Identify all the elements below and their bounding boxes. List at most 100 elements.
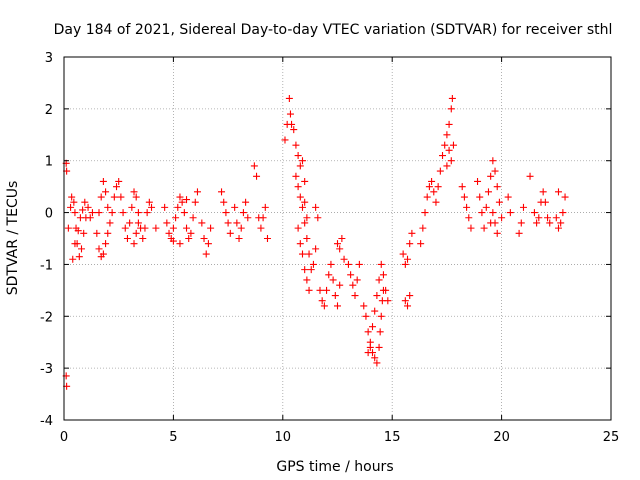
data-point-arc-2 [123,235,131,242]
data-point-arc-6 [298,203,306,211]
data-point-arc-5 [263,235,271,242]
data-point-arc-9 [432,198,440,206]
data-point-arc-7 [301,266,309,274]
data-point-arc-4 [174,203,182,211]
data-point-arc-2 [115,177,123,185]
data-point-arc-3 [134,219,142,227]
data-point-arc-7 [331,292,339,300]
data-point-arc-2 [106,219,114,227]
x-tick-label: 15 [384,430,401,445]
data-point-arc-8 [377,260,385,268]
data-point-arc-11 [552,214,560,222]
data-point-arc-7 [344,260,352,268]
data-point-arc-3 [143,209,151,217]
data-point-arc-9 [447,105,455,113]
data-point-arc-3 [148,203,156,211]
data-point-arc-9 [448,94,456,102]
data-point-arc-6 [292,172,300,180]
data-point-arc-4 [183,224,191,232]
data-point-arc-7 [338,235,346,242]
data-point-arc-9 [428,177,436,185]
data-point-arc-9 [443,162,451,170]
data-point-arc-4 [165,229,173,237]
data-point-arc-4 [176,240,184,248]
data-point-arc-4 [161,203,169,211]
data-point-arc-4 [169,224,177,232]
data-point-arc-8 [384,297,392,305]
data-point-arc-2 [99,177,107,185]
data-point-arc-6 [298,157,306,165]
data-point-arc-2 [119,209,127,217]
data-point-arc-10 [504,193,512,201]
data-point-arc-6 [305,250,313,258]
data-point-arc-5 [250,162,258,170]
data-point-arc-8 [379,271,387,279]
data-point-arc-7 [327,260,335,268]
data-point-arc-8 [373,359,381,367]
data-point-arc-8 [375,343,383,351]
data-point-arc-7 [351,292,359,300]
data-point-arc-11 [541,198,549,206]
data-point-arc-7 [318,297,326,305]
data-point-arc-1 [79,206,87,214]
data-point-arc-1 [74,227,82,235]
data-point-arc-4 [180,209,188,217]
data-point-arc-10 [493,183,501,191]
data-point-arc-5 [218,188,226,196]
data-point-arc-4 [207,224,215,232]
data-point-arc-11 [526,172,534,180]
data-point-arc-10 [489,157,497,165]
data-point-arc-4 [185,235,193,242]
data-point-arc-2 [95,245,103,253]
data-points [62,94,569,390]
data-point-arc-3 [130,188,138,196]
data-point-arc-1 [76,214,84,222]
data-point-arc-5 [233,219,241,227]
data-point-arc-11 [533,219,541,227]
data-point-arc-7 [334,240,341,248]
y-tick-label: 3 [45,51,53,66]
data-point-arc-3 [132,229,140,237]
data-point-arc-7 [296,240,304,248]
data-point-arc-9 [434,183,442,191]
data-point-arc-7 [334,302,341,310]
x-tick-label: 5 [169,430,177,445]
data-point-arc-8 [362,312,370,320]
data-point-arc-1 [71,240,79,248]
data-point-arc-9 [419,224,427,232]
data-point-arc-1 [86,214,94,222]
data-point-arc-1 [84,203,92,211]
data-point-arc-10 [498,214,506,222]
data-point-arc-2 [104,203,112,211]
data-point-arc-10 [463,203,471,211]
data-point-arc-7 [303,276,311,284]
data-point-arc-11 [544,214,552,222]
data-point-arc-6 [301,177,309,185]
data-point-arc-10 [495,198,503,206]
data-point-arc-7 [336,245,344,253]
data-point-arc-9 [406,240,414,248]
data-point-arc-6 [309,260,317,268]
data-point-arc-7 [349,281,357,289]
data-point-arc-5 [237,224,245,232]
data-point-arc-9 [423,193,431,201]
data-point-arc-6 [314,214,322,222]
data-point-arc-9 [447,157,455,165]
data-point-arc-5 [220,198,228,206]
data-point-arc-10 [491,219,499,227]
y-tick-label: -4 [40,414,53,429]
data-point-arc-4 [172,214,180,222]
grid-lines [64,57,611,420]
data-point-arc-1 [75,253,83,261]
data-point-arc-4 [204,240,212,248]
data-point-arc-8 [360,302,368,310]
data-point-arc-10 [476,193,484,201]
x-tick-label: 25 [603,430,620,445]
data-point-arc-6 [303,214,311,222]
data-point-arc-6 [288,120,296,128]
data-point-arc-9 [404,255,412,263]
data-point-arc-2 [117,193,125,201]
data-point-arc-6 [294,152,302,160]
data-point-arc-6 [286,110,294,118]
data-point-arc-7 [336,281,344,289]
